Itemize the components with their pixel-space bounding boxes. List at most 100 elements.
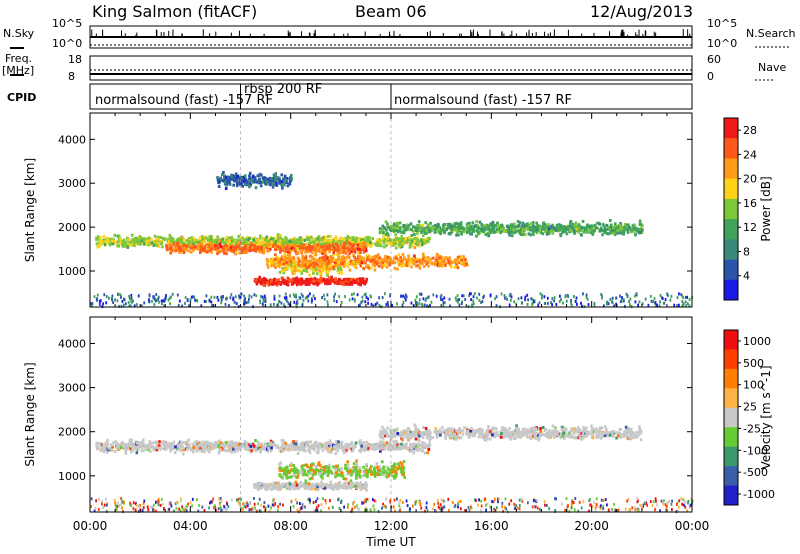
power-cell (316, 283, 319, 287)
power-cell (427, 236, 430, 240)
power-cell (421, 223, 425, 227)
power-cell (267, 179, 271, 183)
power-cell (177, 237, 180, 241)
power-cell (267, 240, 270, 243)
power-cell (440, 259, 444, 263)
power-cell (413, 239, 417, 243)
velocity-cell (379, 440, 382, 444)
power-cell (310, 251, 314, 255)
power-cell (418, 257, 421, 261)
power-cell (377, 254, 380, 258)
power-cell (402, 231, 406, 235)
power-cell (340, 243, 344, 247)
power-cell (362, 240, 365, 244)
power-cell (399, 226, 402, 230)
power-cell (283, 180, 286, 184)
velocity-cell (168, 442, 171, 446)
power-cell (577, 223, 581, 227)
power-cell (550, 225, 553, 228)
power-cell (192, 248, 195, 252)
power-cell (264, 299, 267, 303)
power-cell (96, 297, 99, 301)
power-cell (301, 246, 305, 250)
power-cell (420, 231, 423, 234)
velocity-cell (149, 445, 153, 448)
power-cell (442, 224, 445, 228)
power-cell (335, 300, 338, 304)
power-cell (309, 292, 311, 296)
power-cell (233, 177, 237, 181)
power-cell (271, 185, 275, 189)
power-cell (231, 243, 235, 247)
power-cell (163, 304, 166, 308)
power-cell (401, 252, 405, 256)
power-cell (402, 294, 405, 298)
power-cell (627, 223, 630, 227)
power-cell (235, 184, 239, 188)
power-cell (340, 259, 344, 263)
power-cell (366, 264, 370, 268)
power-cell (547, 227, 551, 231)
power-cell (184, 301, 186, 305)
power-cell (638, 219, 642, 223)
power-cell (105, 301, 108, 305)
power-cell (253, 293, 256, 297)
power-cell (284, 239, 288, 243)
power-cell (506, 297, 508, 301)
power-cell (227, 175, 230, 179)
power-cell (310, 300, 313, 304)
power-cell (261, 239, 265, 243)
power-cell (472, 295, 475, 299)
power-cell (565, 232, 569, 236)
power-cell (283, 280, 286, 284)
velocity-cell (193, 444, 197, 448)
power-cell (197, 242, 200, 246)
power-cell (344, 251, 348, 255)
power-cell (95, 242, 99, 246)
power-cell (268, 247, 272, 251)
power-cell (314, 253, 318, 257)
power-cell (269, 303, 272, 307)
power-cell (377, 259, 380, 262)
velocity-cell (144, 444, 148, 448)
power-cell (123, 297, 125, 301)
velocity-cell (96, 441, 99, 445)
power-cell (456, 300, 459, 304)
power-cell (304, 282, 307, 286)
velocity-cell (401, 443, 404, 447)
power-cell (258, 172, 262, 176)
power-cell (254, 186, 258, 190)
power-cell (221, 238, 224, 242)
power-cell (603, 225, 607, 229)
power-cell (587, 226, 590, 230)
power-cell (413, 254, 416, 258)
power-cell (258, 245, 262, 249)
power-cell (544, 223, 547, 227)
power-cell (333, 278, 336, 282)
velocity-cell (372, 447, 376, 451)
power-cell (456, 231, 459, 235)
power-cell (199, 239, 202, 243)
power-cell (343, 238, 346, 242)
power-cell (327, 234, 330, 238)
power-cell (287, 262, 290, 266)
power-cell (409, 242, 412, 246)
power-cell (375, 254, 378, 258)
power-cell (290, 177, 294, 181)
power-cell (305, 278, 308, 282)
power-cell (321, 296, 323, 300)
power-cell (203, 246, 206, 250)
velocity-cell (152, 441, 155, 445)
power-cell (161, 245, 164, 249)
power-cell (298, 279, 301, 283)
power-cell (486, 233, 489, 237)
power-cell (126, 244, 130, 247)
power-cell (289, 294, 291, 298)
power-cell (270, 281, 274, 285)
power-cell (309, 266, 313, 270)
power-cell (397, 253, 401, 257)
power-cell (300, 271, 303, 275)
power-cell (116, 234, 119, 238)
power-cell (319, 280, 323, 284)
power-cell (575, 227, 578, 231)
